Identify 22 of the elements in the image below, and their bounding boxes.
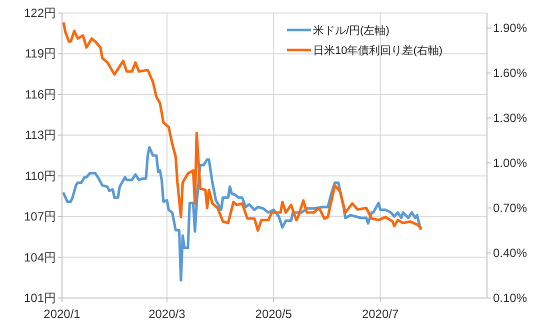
line-series	[62, 146, 422, 282]
x-tick-label: 2020/1	[44, 307, 81, 321]
legend-label: 日米10年債利回り差(右軸)	[313, 44, 443, 57]
y-tick-label: 122円	[24, 6, 56, 20]
y-tick-label: 113円	[24, 128, 56, 142]
y-tick-label: 104円	[24, 250, 56, 264]
x-tick-label: 2020/5	[255, 307, 292, 321]
y2-tick-label: 1.90%	[493, 21, 528, 35]
x-tick-label: 2020/3	[148, 307, 186, 321]
y-tick-label: 101円	[24, 291, 56, 305]
y2-tick-label: 0.40%	[493, 246, 528, 260]
y-tick-label: 116円	[24, 87, 56, 102]
y2-tick-label: 0.10%	[493, 291, 528, 305]
y2-tick-label: 1.00%	[493, 156, 528, 170]
y2-tick-label: 1.30%	[493, 111, 528, 125]
legend-label: 米ドル/円(左軸)	[313, 24, 390, 37]
y2-tick-label: 0.70%	[493, 201, 528, 215]
y-tick-label: 107円	[24, 210, 56, 224]
x-tick-label: 2020/7	[362, 307, 399, 321]
y-tick-label: 110円	[24, 168, 56, 183]
y-tick-label: 119円	[24, 46, 56, 61]
y2-tick-label: 1.60%	[493, 66, 528, 80]
